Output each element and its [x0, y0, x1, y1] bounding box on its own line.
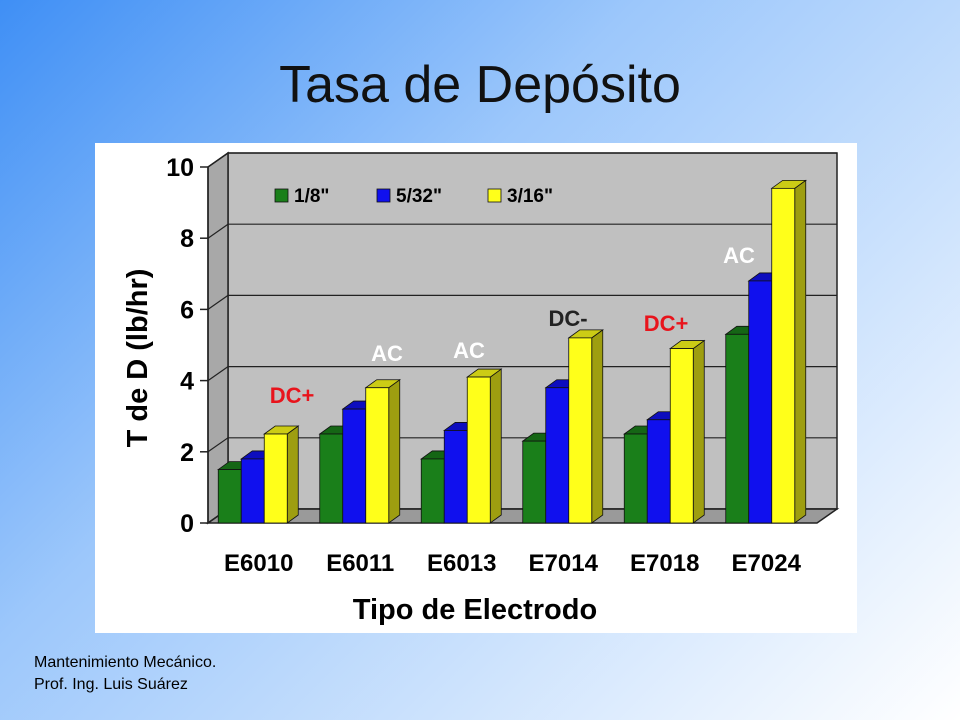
x-tick-label: E6013 [427, 550, 496, 577]
bar [545, 387, 570, 524]
footer-course: Mantenimiento Mecánico. [34, 654, 217, 671]
y-tick-label: 8 [180, 225, 194, 253]
bar [725, 333, 750, 524]
bar-annotation: AC [453, 338, 485, 363]
legend-swatch [487, 188, 502, 203]
bar [319, 433, 344, 524]
x-tick-label: E7014 [529, 550, 599, 577]
bar-side [388, 378, 401, 524]
bar [623, 433, 648, 524]
y-axis-title: T de D (lb/hr) [122, 269, 154, 448]
bar [217, 469, 242, 524]
x-tick-label: E7024 [732, 550, 802, 577]
bar-side [692, 339, 705, 524]
legend-label: 1/8" [294, 186, 329, 207]
bar [568, 337, 593, 524]
x-axis-title: Tipo de Electrodo [353, 594, 597, 626]
y-tick-label: 10 [166, 154, 194, 182]
bar-side [286, 425, 299, 524]
footer-author: Prof. Ing. Luis Suárez [34, 676, 188, 693]
bar [443, 430, 468, 524]
gridline [207, 294, 837, 310]
bar-annotation: DC+ [644, 311, 689, 336]
legend-label: 3/16" [507, 186, 553, 207]
bar [466, 376, 491, 524]
bar-side [489, 368, 502, 524]
bar [342, 408, 367, 524]
x-tick-label: E7018 [630, 550, 699, 577]
y-tick-label: 6 [180, 296, 194, 324]
legend-swatch [376, 188, 391, 203]
bar-chart: 0 2 4 6 8 10 E6010 E6011 E6013 E7014 E7018 E7024 1/8… [95, 143, 857, 633]
bar-annotation: DC+ [270, 383, 315, 408]
bar [669, 348, 694, 524]
bar [748, 280, 773, 524]
bar [240, 458, 265, 524]
slide-title: Tasa de Depósito [279, 56, 681, 114]
x-tick-label: E6011 [326, 550, 394, 577]
y-tick-label: 2 [180, 439, 194, 467]
bar [522, 440, 547, 524]
footer: Mantenimiento Mecánico. Prof. Ing. Luis … [34, 652, 216, 696]
gridline [207, 366, 837, 382]
bar-annotation: AC [371, 341, 403, 366]
bar [365, 387, 390, 524]
bar [646, 419, 671, 524]
x-tick-label: E6010 [224, 550, 293, 577]
chart-container: 0 2 4 6 8 10 E6010 E6011 E6013 E7014 E7018 E7024 1/8… [95, 143, 857, 633]
bar-annotation: AC [723, 243, 755, 268]
bar-side [794, 179, 807, 524]
gridline [207, 223, 837, 239]
legend-swatch [274, 188, 289, 203]
bar-annotation: DC- [548, 306, 587, 331]
y-tick-label: 0 [180, 510, 194, 538]
gridline [207, 152, 837, 168]
bar-side [591, 329, 604, 524]
y-tick-label: 4 [180, 368, 194, 396]
bar [420, 458, 445, 524]
bar [263, 433, 288, 524]
legend-label: 5/32" [396, 186, 442, 207]
bar [771, 187, 796, 524]
